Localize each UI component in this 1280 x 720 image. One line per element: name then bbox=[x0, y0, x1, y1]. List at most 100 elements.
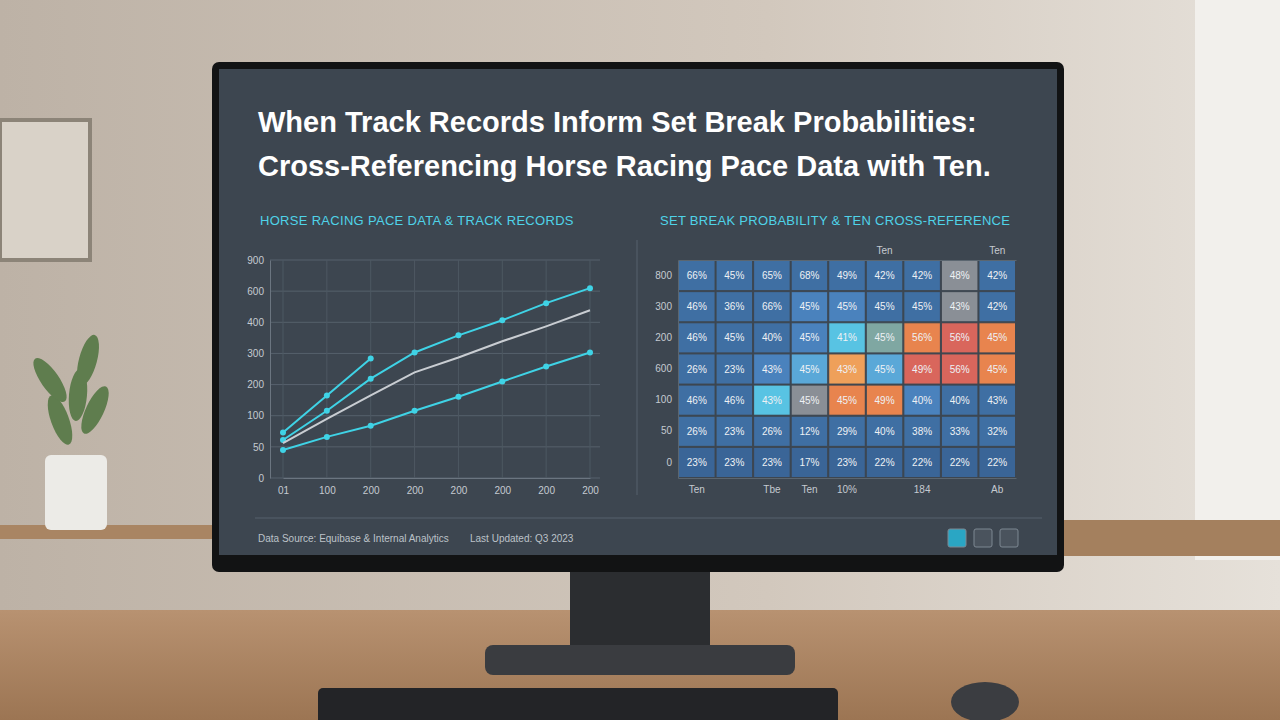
line bbox=[283, 352, 590, 449]
data-label: 45% bbox=[799, 364, 819, 375]
heat-cell bbox=[866, 323, 903, 353]
data-label: 46% bbox=[687, 395, 707, 406]
tick-label: 400 bbox=[247, 317, 264, 328]
data-label: 23% bbox=[837, 457, 857, 468]
title-block: When Track Records Inform Set Break Prob… bbox=[258, 106, 991, 182]
data-label: 23% bbox=[724, 364, 744, 375]
monitor-neck bbox=[570, 565, 710, 655]
heat-cell bbox=[754, 354, 791, 384]
footer-button[interactable] bbox=[948, 529, 966, 547]
data-label: 40% bbox=[875, 426, 895, 437]
heat-cell bbox=[754, 447, 791, 477]
data-label: 43% bbox=[762, 364, 782, 375]
data-label: 43% bbox=[837, 364, 857, 375]
point bbox=[412, 349, 418, 355]
plant-pot bbox=[45, 455, 107, 530]
data-label: 43% bbox=[950, 301, 970, 312]
plant-leaf bbox=[76, 383, 114, 438]
data-label: 45% bbox=[724, 332, 744, 343]
data-label: 48% bbox=[950, 270, 970, 281]
title: When Track Records Inform Set Break Prob… bbox=[258, 106, 977, 138]
heat-cell bbox=[866, 385, 903, 415]
tick-label: Ten bbox=[876, 245, 892, 256]
data-label: 38% bbox=[912, 426, 932, 437]
heat-cell bbox=[716, 261, 753, 291]
data-label: 42% bbox=[875, 270, 895, 281]
data-label: 56% bbox=[912, 332, 932, 343]
x2-axis: TenTen bbox=[679, 245, 1017, 261]
data-label: 45% bbox=[799, 395, 819, 406]
tick-label: 200 bbox=[538, 485, 555, 496]
footer-button[interactable] bbox=[1000, 529, 1018, 547]
heat-cell bbox=[754, 323, 791, 353]
scene: When Track Records Inform Set Break Prob… bbox=[0, 0, 1280, 720]
heat-cell bbox=[829, 385, 866, 415]
grid-line-vertical bbox=[458, 260, 459, 478]
data-label: 65% bbox=[762, 270, 782, 281]
data-label: 46% bbox=[724, 395, 744, 406]
panel-title: SET BREAK PROBABILITY & TEN CROSS-REFERE… bbox=[660, 213, 1010, 228]
point bbox=[587, 349, 593, 355]
heat-cell bbox=[866, 447, 903, 477]
tick: 50 bbox=[661, 425, 678, 436]
point bbox=[543, 300, 549, 306]
data-label: 49% bbox=[912, 364, 932, 375]
tick: Ten bbox=[801, 478, 817, 495]
tick-label: 184 bbox=[914, 484, 931, 495]
heat-cell bbox=[904, 323, 941, 353]
data-label: 43% bbox=[762, 395, 782, 406]
heat-cell bbox=[679, 354, 716, 384]
grid-line bbox=[270, 291, 600, 292]
shelf bbox=[0, 525, 215, 539]
tick-label: 800 bbox=[655, 270, 672, 281]
data-label: 45% bbox=[987, 332, 1007, 343]
tick-label: Ab bbox=[991, 484, 1004, 495]
heat-cell bbox=[791, 292, 828, 322]
monitor-base bbox=[485, 645, 795, 675]
tick: 50 bbox=[253, 442, 270, 453]
point bbox=[324, 434, 330, 440]
heat-cell bbox=[791, 354, 828, 384]
data-label: 45% bbox=[875, 364, 895, 375]
tick-label: 50 bbox=[253, 442, 265, 453]
tick: 100 bbox=[247, 410, 270, 421]
heat-cell bbox=[941, 323, 978, 353]
data-label: 42% bbox=[987, 301, 1007, 312]
footer-button[interactable] bbox=[974, 529, 992, 547]
tick-label: 600 bbox=[655, 363, 672, 374]
data-label: 22% bbox=[875, 457, 895, 468]
data-label: 32% bbox=[987, 426, 1007, 437]
axis-line bbox=[678, 261, 679, 479]
grid-line bbox=[270, 260, 600, 261]
heat-cell bbox=[904, 447, 941, 477]
footer-source: Data Source: Equibase & Internal Analyti… bbox=[258, 533, 449, 544]
tick: 600 bbox=[655, 363, 678, 374]
data-label: 56% bbox=[950, 364, 970, 375]
tick-label: 0 bbox=[258, 473, 264, 484]
heat-cell bbox=[679, 323, 716, 353]
window bbox=[1195, 0, 1280, 560]
data-label: 49% bbox=[837, 270, 857, 281]
tick: 200 bbox=[407, 478, 424, 496]
tick: 600 bbox=[247, 286, 270, 297]
screen bbox=[219, 69, 1057, 555]
tick: 100 bbox=[655, 394, 678, 405]
data-label: 40% bbox=[912, 395, 932, 406]
heat-cell bbox=[791, 385, 828, 415]
tick: 900 bbox=[247, 255, 270, 266]
data-label: 45% bbox=[875, 301, 895, 312]
tick: 200 bbox=[655, 332, 678, 343]
point bbox=[324, 392, 330, 398]
heat-cell bbox=[754, 416, 791, 446]
tick: 400 bbox=[247, 317, 270, 328]
tick-label: 200 bbox=[494, 485, 511, 496]
heat-cell bbox=[754, 261, 791, 291]
data-label: 46% bbox=[687, 301, 707, 312]
tick: 0 bbox=[258, 473, 270, 484]
data-label: 66% bbox=[687, 270, 707, 281]
tick-label: 600 bbox=[247, 286, 264, 297]
tick-label: Ten bbox=[689, 484, 705, 495]
data-label: 42% bbox=[987, 270, 1007, 281]
plant-leaf bbox=[73, 333, 104, 388]
data-label: 45% bbox=[799, 301, 819, 312]
